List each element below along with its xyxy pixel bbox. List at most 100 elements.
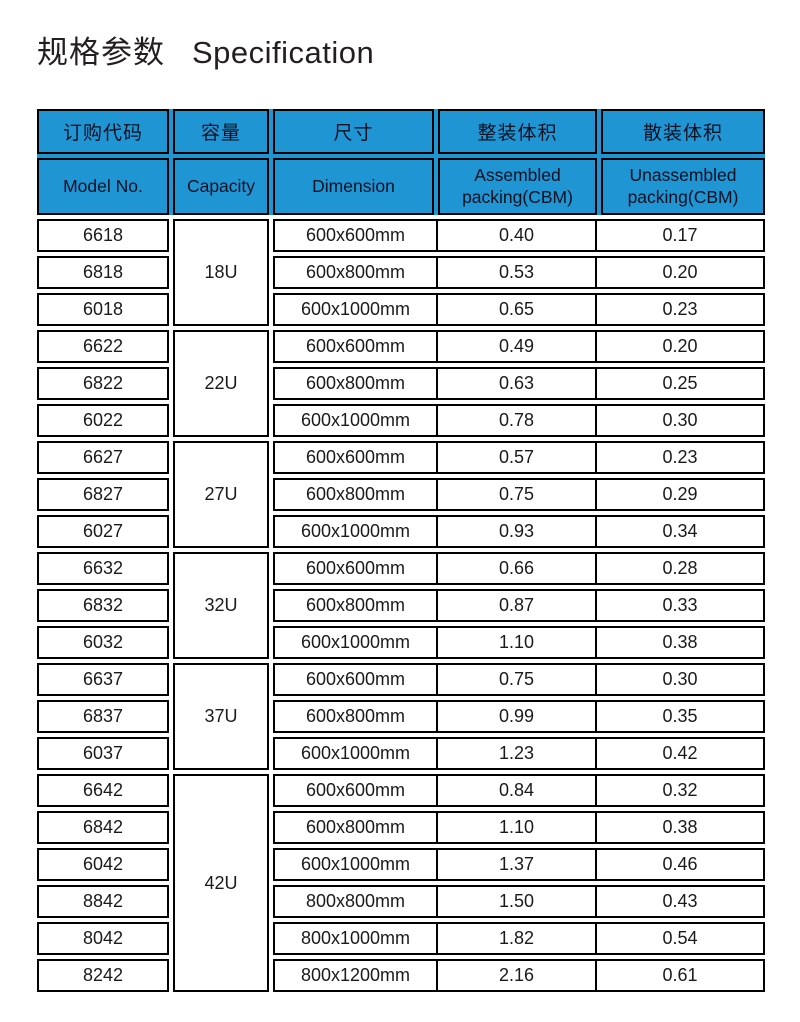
assembled-cell: 1.10 (436, 813, 595, 842)
assembled-cell: 0.84 (436, 776, 595, 805)
dimension-cell: 600x1000mm (300, 632, 411, 652)
table-row: 600x800mm 0.53 0.20 (273, 256, 765, 289)
dimension-cell: 600x600mm (305, 780, 406, 800)
assembled-cell: 0.57 (436, 443, 595, 472)
table-row: 600x600mm 0.75 0.30 (273, 663, 765, 696)
dimension-cell: 600x600mm (305, 447, 406, 467)
header-en-model-no: Model No. (37, 158, 169, 215)
assembled-cell: 0.49 (436, 332, 595, 361)
table-row: 600x600mm 0.84 0.32 (273, 774, 765, 807)
unassembled-cell: 0.38 (595, 813, 763, 842)
model-cell: 6622 (37, 330, 169, 363)
dimension-cell: 600x800mm (305, 373, 406, 393)
unassembled-cell: 0.42 (595, 739, 763, 768)
capacity-cell: 27U (173, 441, 269, 548)
model-cell: 6037 (37, 737, 169, 770)
dimension-cell: 600x800mm (305, 817, 406, 837)
dimension-cell: 600x1000mm (300, 743, 411, 763)
unassembled-cell: 0.61 (595, 961, 763, 990)
header-en-capacity: Capacity (173, 158, 269, 215)
table-row: 800x800mm 1.50 0.43 (273, 885, 765, 918)
unassembled-cell: 0.29 (595, 480, 763, 509)
dimension-cell: 600x800mm (305, 262, 406, 282)
capacity-group: 6622 6822 6022 22U 600x600mm 0.49 0.20 600x800m… (37, 330, 765, 437)
dimension-cell: 800x1200mm (300, 965, 411, 985)
assembled-cell: 0.65 (436, 295, 595, 324)
assembled-cell: 1.37 (436, 850, 595, 879)
dimension-cell: 600x600mm (305, 225, 406, 245)
dimension-cell: 800x800mm (305, 891, 406, 911)
table-row: 600x800mm 0.75 0.29 (273, 478, 765, 511)
model-cell: 6618 (37, 219, 169, 252)
unassembled-cell: 0.23 (595, 295, 763, 324)
assembled-cell: 1.10 (436, 628, 595, 657)
assembled-cell: 0.93 (436, 517, 595, 546)
model-cell: 6027 (37, 515, 169, 548)
header-zh-assembled: 整装体积 (438, 109, 597, 154)
assembled-cell: 0.75 (436, 480, 595, 509)
detail-column: 600x600mm 0.66 0.28 600x800mm 0.87 0.33 600x10… (273, 552, 765, 659)
header-en-assembled: Assembled packing(CBM) (438, 158, 597, 215)
capacity-group: 6618 6818 6018 18U 600x600mm 0.40 0.17 600x800m… (37, 219, 765, 326)
dimension-cell: 600x600mm (305, 336, 406, 356)
header-row-chinese: 订购代码 容量 尺寸 整装体积 散装体积 (37, 109, 765, 154)
model-cell: 6827 (37, 478, 169, 511)
model-column: 6627 6827 6027 (37, 441, 169, 548)
header-en-dimension: Dimension (273, 158, 434, 215)
model-cell: 6818 (37, 256, 169, 289)
table-header: 订购代码 容量 尺寸 整装体积 散装体积 Model No. Capacity … (37, 109, 765, 215)
detail-column: 600x600mm 0.49 0.20 600x800mm 0.63 0.25 600x10… (273, 330, 765, 437)
unassembled-cell: 0.20 (595, 332, 763, 361)
detail-column: 600x600mm 0.57 0.23 600x800mm 0.75 0.29 600x10… (273, 441, 765, 548)
page-title-english: Specification (192, 35, 375, 70)
capacity-cell: 22U (173, 330, 269, 437)
capacity-group: 6627 6827 6027 27U 600x600mm 0.57 0.23 600x800m… (37, 441, 765, 548)
unassembled-cell: 0.33 (595, 591, 763, 620)
unassembled-cell: 0.17 (595, 221, 763, 250)
header-zh-model-no: 订购代码 (37, 109, 169, 154)
detail-column: 600x600mm 0.40 0.17 600x800mm 0.53 0.20 600x10… (273, 219, 765, 326)
capacity-group: 6632 6832 6032 32U 600x600mm 0.66 0.28 600x800m… (37, 552, 765, 659)
dimension-cell: 600x800mm (305, 595, 406, 615)
unassembled-cell: 0.30 (595, 665, 763, 694)
dimension-cell: 600x1000mm (300, 410, 411, 430)
header-row-english: Model No. Capacity Dimension Assembled p… (37, 158, 765, 215)
table-row: 600x800mm 0.63 0.25 (273, 367, 765, 400)
model-cell: 6832 (37, 589, 169, 622)
dimension-cell: 600x1000mm (300, 521, 411, 541)
model-column: 6642 6842 6042 8842 8042 8242 (37, 774, 169, 992)
assembled-cell: 0.78 (436, 406, 595, 435)
page-title-chinese: 规格参数 (37, 35, 165, 70)
capacity-cell: 37U (173, 663, 269, 770)
model-cell: 6627 (37, 441, 169, 474)
assembled-cell: 2.16 (436, 961, 595, 990)
model-cell: 8842 (37, 885, 169, 918)
dimension-cell: 600x1000mm (300, 299, 411, 319)
table-row: 600x1000mm 1.10 0.38 (273, 626, 765, 659)
assembled-cell: 0.99 (436, 702, 595, 731)
assembled-cell: 1.82 (436, 924, 595, 953)
model-cell: 6822 (37, 367, 169, 400)
detail-column: 600x600mm 0.84 0.32 600x800mm 1.10 0.38 600x10… (273, 774, 765, 992)
dimension-cell: 800x1000mm (300, 928, 411, 948)
model-column: 6637 6837 6037 (37, 663, 169, 770)
table-row: 600x800mm 0.99 0.35 (273, 700, 765, 733)
table-row: 600x1000mm 1.23 0.42 (273, 737, 765, 770)
table-row: 600x1000mm 1.37 0.46 (273, 848, 765, 881)
dimension-cell: 600x800mm (305, 484, 406, 504)
assembled-cell: 0.63 (436, 369, 595, 398)
unassembled-cell: 0.20 (595, 258, 763, 287)
unassembled-cell: 0.32 (595, 776, 763, 805)
dimension-cell: 600x600mm (305, 558, 406, 578)
table-row: 600x600mm 0.57 0.23 (273, 441, 765, 474)
table-row: 600x600mm 0.40 0.17 (273, 219, 765, 252)
model-cell: 6842 (37, 811, 169, 844)
capacity-group: 6637 6837 6037 37U 600x600mm 0.75 0.30 600x800m… (37, 663, 765, 770)
unassembled-cell: 0.25 (595, 369, 763, 398)
assembled-cell: 0.53 (436, 258, 595, 287)
page-title: 规格参数 Specification (37, 27, 764, 72)
unassembled-cell: 0.34 (595, 517, 763, 546)
unassembled-cell: 0.35 (595, 702, 763, 731)
table-row: 800x1200mm 2.16 0.61 (273, 959, 765, 992)
table-row: 600x800mm 1.10 0.38 (273, 811, 765, 844)
